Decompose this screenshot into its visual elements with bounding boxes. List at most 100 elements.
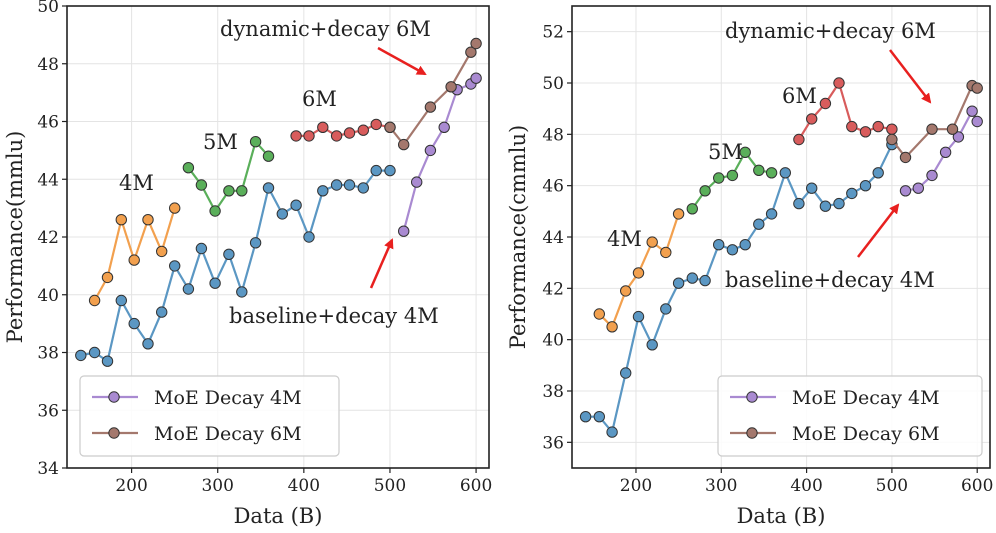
data-point bbox=[620, 285, 632, 297]
data-point bbox=[646, 236, 658, 248]
data-point bbox=[249, 136, 262, 148]
y-tick-label: 48 bbox=[542, 125, 564, 145]
data-point bbox=[971, 115, 983, 128]
data-point bbox=[398, 225, 410, 237]
data-point bbox=[357, 182, 369, 194]
data-point bbox=[593, 411, 605, 423]
data-point bbox=[739, 146, 751, 159]
y-tick-label: 38 bbox=[37, 344, 59, 364]
legend-box bbox=[717, 375, 983, 457]
data-point bbox=[223, 185, 235, 197]
data-point bbox=[593, 308, 605, 320]
data-point bbox=[142, 214, 154, 226]
data-point bbox=[699, 274, 711, 287]
data-point bbox=[88, 294, 101, 307]
data-point bbox=[101, 355, 114, 367]
annotation-5m: 5M bbox=[708, 140, 743, 164]
data-point bbox=[317, 121, 329, 134]
data-point bbox=[726, 244, 739, 256]
data-point bbox=[262, 150, 275, 162]
data-point bbox=[88, 346, 101, 359]
data-point bbox=[606, 321, 618, 333]
data-point bbox=[169, 202, 181, 214]
arrow-dynamic-decay bbox=[377, 46, 427, 76]
y-tick-label: 50 bbox=[37, 0, 59, 17]
data-point bbox=[713, 172, 725, 184]
data-point bbox=[726, 169, 739, 182]
y-tick-label: 50 bbox=[542, 74, 564, 94]
x-tick-label: 400 bbox=[790, 476, 822, 496]
y-tick-label: 46 bbox=[542, 177, 564, 197]
x-tick-label: 600 bbox=[460, 476, 492, 496]
data-point bbox=[142, 338, 154, 350]
series-line-0 bbox=[80, 169, 390, 363]
data-point bbox=[793, 197, 805, 210]
data-point bbox=[833, 77, 845, 89]
data-point bbox=[833, 197, 845, 210]
data-point bbox=[819, 97, 832, 110]
data-point bbox=[672, 277, 685, 289]
y-axis-label: Performance(cmmlu) bbox=[506, 125, 530, 349]
x-tick-label: 500 bbox=[876, 476, 908, 496]
data-point bbox=[579, 411, 592, 423]
data-point bbox=[753, 218, 765, 230]
data-point bbox=[303, 130, 315, 142]
x-tick-label: 300 bbox=[201, 476, 233, 496]
data-point bbox=[438, 121, 450, 134]
y-tick-label: 42 bbox=[37, 228, 59, 248]
data-point bbox=[912, 182, 924, 194]
y-tick-label: 44 bbox=[542, 228, 564, 248]
y-tick-label: 46 bbox=[37, 113, 59, 133]
y-tick-label: 44 bbox=[37, 170, 59, 190]
data-point bbox=[169, 260, 181, 272]
data-point bbox=[686, 203, 698, 215]
annotation-4m: 4M bbox=[607, 227, 642, 251]
data-point bbox=[793, 133, 805, 146]
x-tick-label: 500 bbox=[374, 476, 406, 496]
legend: MoE Decay 4M MoE Decay 6M bbox=[79, 375, 340, 457]
data-point bbox=[370, 118, 382, 131]
annotation-baseline-decay: baseline+decay 4M bbox=[229, 304, 439, 328]
data-point bbox=[765, 167, 778, 179]
tick-labels: 200 300 400 500 600 34 36 38 40 42 44 46 48 50 bbox=[37, 0, 492, 496]
y-tick-label: 42 bbox=[542, 279, 564, 299]
x-axis-label: Data (B) bbox=[737, 504, 826, 528]
annotation-dynamic-decay: dynamic+decay 6M bbox=[725, 19, 936, 43]
arrow-dynamic-decay bbox=[889, 49, 932, 104]
data-point bbox=[290, 130, 302, 142]
tick-labels: 200 300 400 500 600 36 38 40 42 44 46 48 50 52 bbox=[542, 23, 993, 496]
legend-box bbox=[79, 375, 340, 457]
data-point bbox=[370, 164, 382, 177]
data-point bbox=[128, 254, 140, 266]
data-point bbox=[156, 306, 168, 318]
data-point bbox=[236, 286, 248, 298]
data-point bbox=[357, 124, 369, 136]
data-point bbox=[765, 208, 778, 220]
x-axis-label: Data (B) bbox=[234, 504, 323, 528]
series-line-4 bbox=[402, 77, 477, 232]
data-point bbox=[209, 277, 221, 289]
data-point bbox=[411, 176, 423, 188]
data-point bbox=[101, 271, 114, 284]
series-group bbox=[75, 37, 482, 367]
data-point bbox=[886, 123, 898, 135]
x-tick-label: 200 bbox=[115, 476, 147, 496]
data-point bbox=[806, 113, 818, 125]
data-point bbox=[398, 138, 410, 151]
data-point bbox=[606, 426, 618, 438]
data-point bbox=[276, 208, 288, 220]
x-tick-label: 300 bbox=[705, 476, 737, 496]
data-point bbox=[672, 208, 685, 220]
annotation-5m: 5M bbox=[203, 130, 238, 154]
data-point bbox=[886, 133, 898, 146]
data-point bbox=[620, 367, 632, 379]
data-point bbox=[465, 46, 477, 58]
data-point bbox=[343, 127, 356, 139]
y-tick-label: 40 bbox=[37, 286, 59, 306]
data-point bbox=[115, 214, 128, 226]
y-tick-label: 36 bbox=[542, 433, 564, 453]
data-point bbox=[115, 294, 128, 307]
data-point bbox=[971, 82, 983, 94]
data-point bbox=[470, 72, 482, 84]
